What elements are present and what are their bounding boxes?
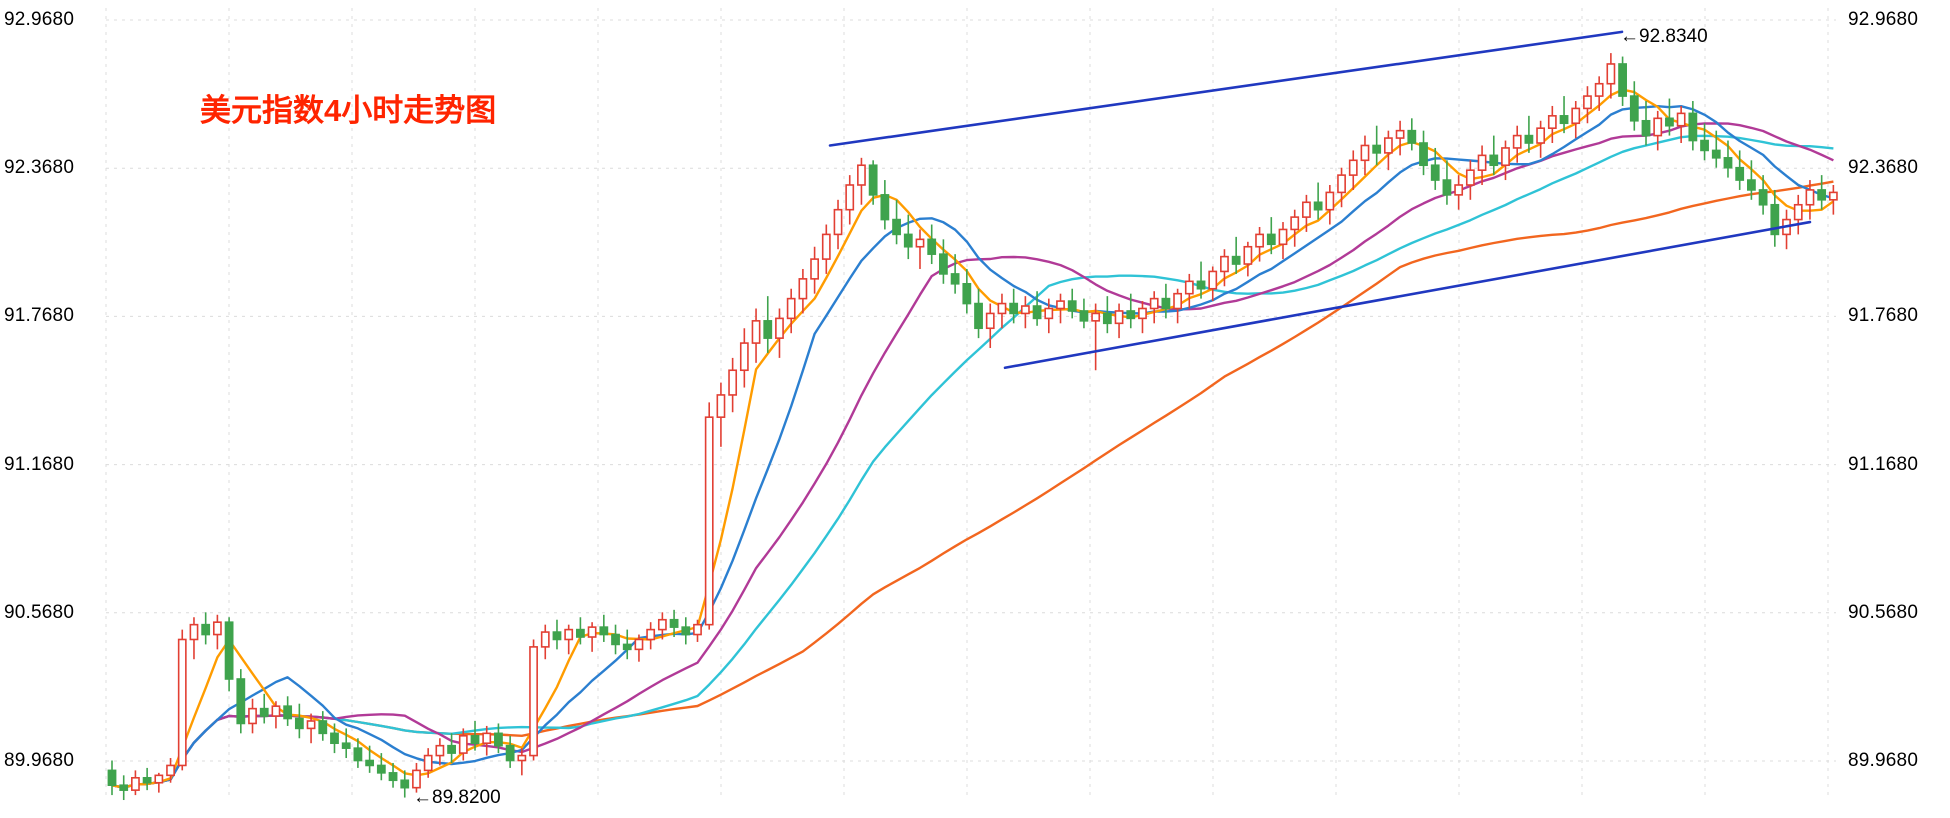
y-axis-label-right: 91.1680	[1848, 453, 1919, 475]
y-axis-label-left: 91.7680	[4, 305, 75, 327]
y-axis-label-left: 91.1680	[4, 453, 75, 475]
y-axis-label-left: 89.9680	[4, 750, 75, 771]
high-price-annotation: ←92.8340	[1620, 25, 1708, 47]
y-axis-label-right: 92.9680	[1848, 9, 1919, 30]
y-axis-label-right: 90.5680	[1848, 601, 1919, 623]
y-axis-label-left: 92.3680	[4, 157, 75, 179]
low-price-annotation: ←89.8200	[413, 786, 501, 808]
y-axis-label-right: 91.7680	[1848, 305, 1919, 327]
y-axis-label-right: 89.9680	[1848, 750, 1919, 771]
y-axis-label-left: 90.5680	[4, 601, 75, 623]
chart-title: 美元指数4小时走势图	[200, 93, 497, 128]
y-axis-label-left: 92.9680	[4, 9, 75, 30]
y-axis-label-right: 92.3680	[1848, 157, 1919, 179]
